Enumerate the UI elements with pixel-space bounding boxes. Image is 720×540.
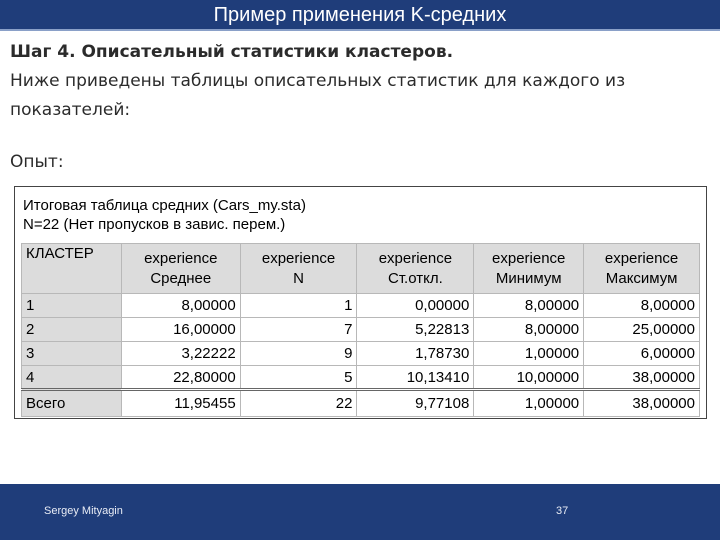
table-cell: 38,00000 — [583, 388, 700, 417]
column-header: experience N — [239, 243, 358, 294]
table-cell: 8,00000 — [583, 293, 700, 318]
stats-table: КЛАСТЕР experience Среднее experience N ex… — [21, 243, 700, 417]
column-header: experience Ст.откл. — [356, 243, 475, 294]
table-cell: 11,95455 — [120, 388, 241, 417]
table-row: 2 16,00000 7 5,22813 8,00000 25,00000 — [21, 317, 700, 342]
table-cell: 10,13410 — [356, 365, 475, 390]
table-cell: 1 — [239, 293, 358, 318]
table-cell: 1,00000 — [473, 341, 585, 366]
body-line-1: Ниже приведены таблицы описательных стат… — [10, 71, 626, 91]
table-caption: Итоговая таблица средних (Cars_my.sta) N… — [23, 196, 306, 234]
footer-author: Sergey Mityagin — [44, 505, 123, 517]
table-cell: 22,80000 — [120, 365, 241, 390]
column-header: КЛАСТЕР — [21, 243, 122, 294]
table-cell: 25,00000 — [583, 317, 700, 342]
table-row: 1 8,00000 1 0,00000 8,00000 8,00000 — [21, 293, 700, 318]
body-line-2: показателей: — [10, 100, 131, 120]
table-row: 4 22,80000 5 10,13410 10,00000 38,00000 — [21, 365, 700, 390]
table-subtitle: N=22 (Нет пропусков в завис. перем.) — [23, 216, 286, 233]
table-cell: 3,22222 — [120, 341, 241, 366]
column-header: experience Минимум — [473, 243, 585, 294]
cluster-label: 2 — [21, 317, 122, 342]
table-cell: 0,00000 — [356, 293, 475, 318]
step-heading: Шаг 4. Описательный статистики кластеров… — [10, 42, 454, 62]
table-title: Итоговая таблица средних (Cars_my.sta) — [23, 197, 306, 214]
table-cell: 38,00000 — [583, 365, 700, 390]
table-cell: 8,00000 — [473, 293, 585, 318]
table-header-row: КЛАСТЕР experience Среднее experience N ex… — [21, 243, 700, 294]
total-label: Всего — [21, 388, 122, 417]
section-label-opyt: Опыт: — [10, 152, 64, 172]
table-cell: 9,77108 — [356, 388, 475, 417]
footer-bar: Sergey Mityagin 37 — [0, 484, 720, 540]
table-row: 3 3,22222 9 1,78730 1,00000 6,00000 — [21, 341, 700, 366]
table-cell: 10,00000 — [473, 365, 585, 390]
table-cell: 22 — [239, 388, 358, 417]
column-header: experience Среднее — [120, 243, 241, 294]
cluster-label: 1 — [21, 293, 122, 318]
slide-title: Пример применения K-средних — [0, 0, 720, 31]
column-header: experience Максимум — [583, 243, 700, 294]
table-cell: 1,00000 — [473, 388, 585, 417]
table-total-row: Всего 11,95455 22 9,77108 1,00000 38,000… — [21, 388, 700, 417]
table-cell: 1,78730 — [356, 341, 475, 366]
table-cell: 8,00000 — [120, 293, 241, 318]
table-cell: 7 — [239, 317, 358, 342]
page-number: 37 — [556, 505, 569, 517]
table-cell: 5,22813 — [356, 317, 475, 342]
table-cell: 8,00000 — [473, 317, 585, 342]
table-cell: 5 — [239, 365, 358, 390]
slide-body: Шаг 4. Описательный статистики кластеров… — [10, 38, 710, 125]
stats-table-panel: Итоговая таблица средних (Cars_my.sta) N… — [14, 186, 707, 419]
cluster-label: 3 — [21, 341, 122, 366]
table-cell: 9 — [239, 341, 358, 366]
cluster-label: 4 — [21, 365, 122, 390]
table-cell: 6,00000 — [583, 341, 700, 366]
table-cell: 16,00000 — [120, 317, 241, 342]
